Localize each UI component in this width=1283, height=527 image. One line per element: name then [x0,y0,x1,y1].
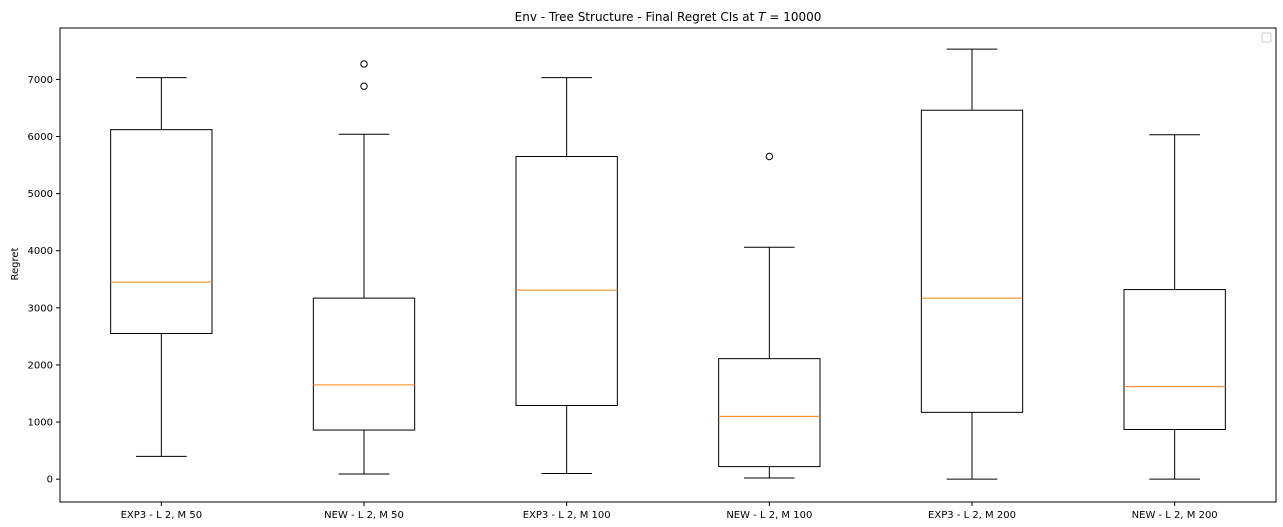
outlier-3-0 [765,152,774,161]
y-tick-label-4: 4000 [28,246,53,257]
x-tick-label-3: NEW - L 2, M 100 [726,510,812,521]
box-5 [1123,289,1226,430]
box-1 [312,297,416,431]
outlier-1-0 [360,82,368,90]
legend-box [1261,32,1272,43]
box-4 [920,109,1024,413]
y-tick-label-7: 7000 [28,75,53,86]
x-tick-label-1: NEW - L 2, M 50 [324,510,404,521]
chart-title: Env - Tree Structure - Final Regret CIs … [515,10,822,24]
box-3 [718,358,821,468]
outlier-1-1 [360,60,368,68]
y-tick-label-6: 6000 [28,132,53,143]
plot-frame [59,27,1277,503]
x-tick-label-0: EXP3 - L 2, M 50 [121,510,203,521]
y-tick-label-5: 5000 [28,189,53,200]
plot-area: 0 1000 2000 3000 4000 5000 6000 7000 EXP3 - L 2,… [28,48,1226,521]
y-tick-label-0: 0 [47,475,53,486]
x-tick-label-5: NEW - L 2, M 200 [1132,510,1218,521]
x-tick-label-4: EXP3 - L 2, M 200 [928,510,1016,521]
y-tick-label-1: 1000 [28,418,53,429]
y-axis-label: Regret [10,247,21,280]
box-2 [515,155,618,406]
y-tick-label-3: 3000 [28,303,53,314]
x-tick-label-2: EXP3 - L 2, M 100 [523,510,611,521]
y-tick-label-2: 2000 [28,360,53,371]
box-0 [110,129,213,335]
